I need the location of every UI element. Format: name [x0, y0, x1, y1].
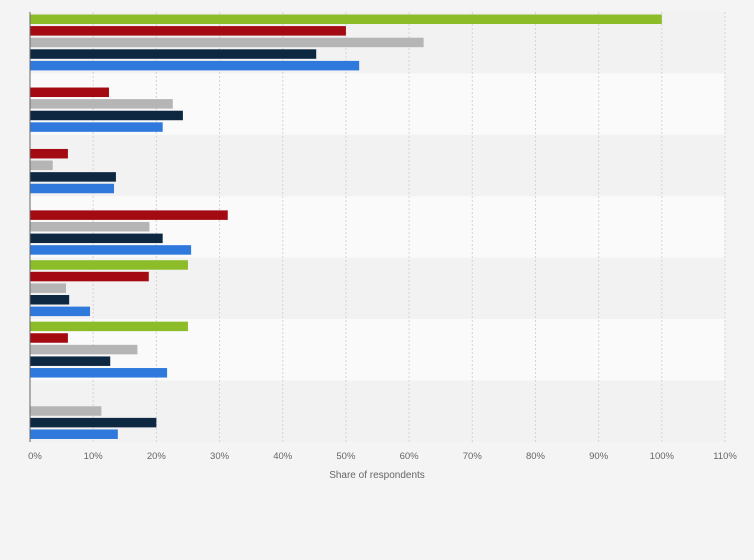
bar-series-4-group-6[interactable] — [30, 356, 111, 366]
bar-series-5-group-7[interactable] — [30, 429, 118, 439]
bar-series-1-group-5[interactable] — [30, 260, 188, 270]
x-tick-label: 100% — [650, 451, 675, 462]
bar-series-4-group-3[interactable] — [30, 172, 116, 182]
bar-series-4-group-7[interactable] — [30, 417, 157, 428]
bar-series-2-group-1[interactable] — [30, 26, 346, 36]
bar-series-1-group-6[interactable] — [30, 321, 188, 332]
bar-series-4-group-5[interactable] — [30, 295, 70, 305]
x-tick-label: 90% — [589, 451, 609, 462]
x-tick-label: 20% — [147, 451, 167, 462]
bar-series-3-group-4[interactable] — [30, 221, 150, 232]
bar-series-5-group-2[interactable] — [30, 122, 163, 132]
bar-series-5-group-3[interactable] — [30, 183, 115, 194]
bar-series-4-group-1[interactable] — [30, 49, 317, 59]
bar-series-2-group-6[interactable] — [30, 333, 68, 343]
bar-series-2-group-5[interactable] — [30, 271, 149, 282]
x-tick-label: 0% — [28, 451, 42, 462]
group-band-7 — [30, 380, 725, 442]
bar-series-2-group-2[interactable] — [30, 87, 109, 98]
bar-series-4-group-4[interactable] — [30, 233, 163, 244]
group-bands — [30, 12, 725, 442]
bar-series-2-group-4[interactable] — [30, 210, 228, 220]
x-tick-label: 50% — [336, 451, 356, 462]
x-tick-label: 40% — [273, 451, 293, 462]
bar-series-3-group-3[interactable] — [30, 160, 53, 171]
bar-series-3-group-6[interactable] — [30, 344, 138, 355]
x-tick-label: 10% — [84, 451, 104, 462]
x-tick-label: 60% — [400, 451, 420, 462]
x-tick-label: 80% — [526, 451, 546, 462]
bar-series-5-group-6[interactable] — [30, 368, 168, 378]
x-tick-label: 110% — [713, 451, 737, 462]
bar-series-2-group-3[interactable] — [30, 148, 68, 159]
bar-series-3-group-5[interactable] — [30, 283, 67, 293]
bar-series-3-group-2[interactable] — [30, 99, 173, 109]
x-tick-label: 70% — [463, 451, 483, 462]
x-tick-label: 30% — [210, 451, 230, 462]
x-tick-labels: 0% 10% 20% 30% 40% 50% 60% 70% 80% 90% 100% 110% — [28, 451, 737, 462]
bar-series-1-group-1[interactable] — [30, 14, 662, 25]
bar-series-3-group-1[interactable] — [30, 37, 424, 48]
bars — [30, 14, 662, 439]
bar-series-5-group-4[interactable] — [30, 245, 192, 255]
bar-series-3-group-7[interactable] — [30, 406, 102, 416]
bar-series-5-group-1[interactable] — [30, 60, 360, 71]
group-band-3 — [30, 134, 725, 197]
bar-series-4-group-2[interactable] — [30, 110, 183, 121]
x-axis-title: Share of respondents — [329, 470, 425, 481]
bar-series-5-group-5[interactable] — [30, 306, 91, 317]
